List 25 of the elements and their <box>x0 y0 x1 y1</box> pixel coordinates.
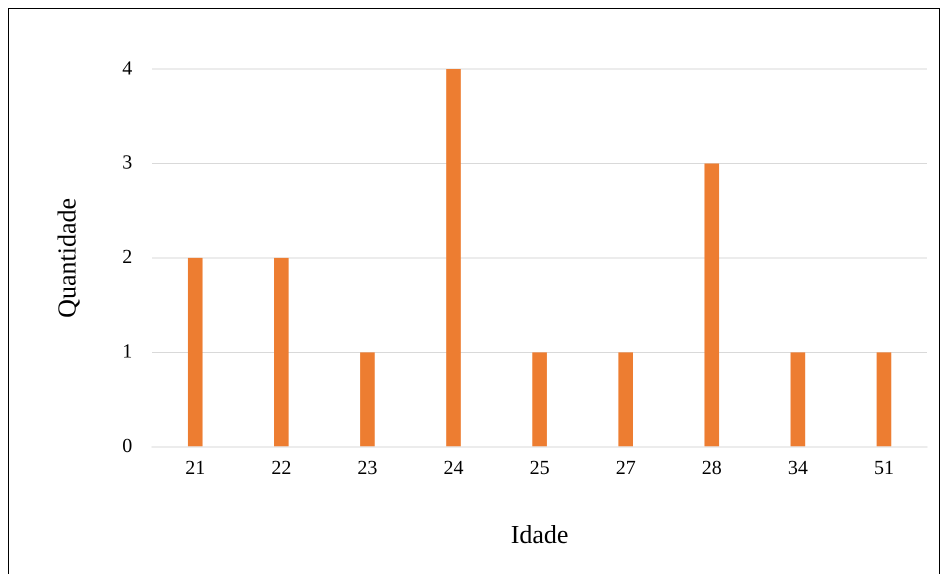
x-tick-label: 22 <box>271 457 292 480</box>
bar <box>876 352 892 446</box>
bar <box>188 258 203 446</box>
y-tick-label: 4 <box>122 57 132 80</box>
x-tick-label: 34 <box>788 457 808 480</box>
x-tick-label: 25 <box>530 457 550 480</box>
x-tick-label: 21 <box>185 457 206 480</box>
x-tick-label: 23 <box>357 457 378 480</box>
bar <box>618 352 634 446</box>
bar <box>274 258 289 446</box>
bar <box>704 163 720 446</box>
y-tick-label: 2 <box>122 246 132 268</box>
bar <box>532 352 547 446</box>
bar <box>446 69 461 446</box>
bar <box>360 352 375 446</box>
x-axis-title: Idade <box>510 520 568 550</box>
x-tick-label: 27 <box>616 457 636 480</box>
x-tick-label: 28 <box>702 457 722 480</box>
y-tick-label: 1 <box>122 340 132 363</box>
y-tick-label: 3 <box>122 152 132 174</box>
x-tick-label: 24 <box>444 457 464 480</box>
y-tick-label: 0 <box>122 435 132 458</box>
x-tick-label: 51 <box>874 457 894 480</box>
bar <box>790 352 806 446</box>
y-axis-title: Quantidade <box>52 198 82 318</box>
